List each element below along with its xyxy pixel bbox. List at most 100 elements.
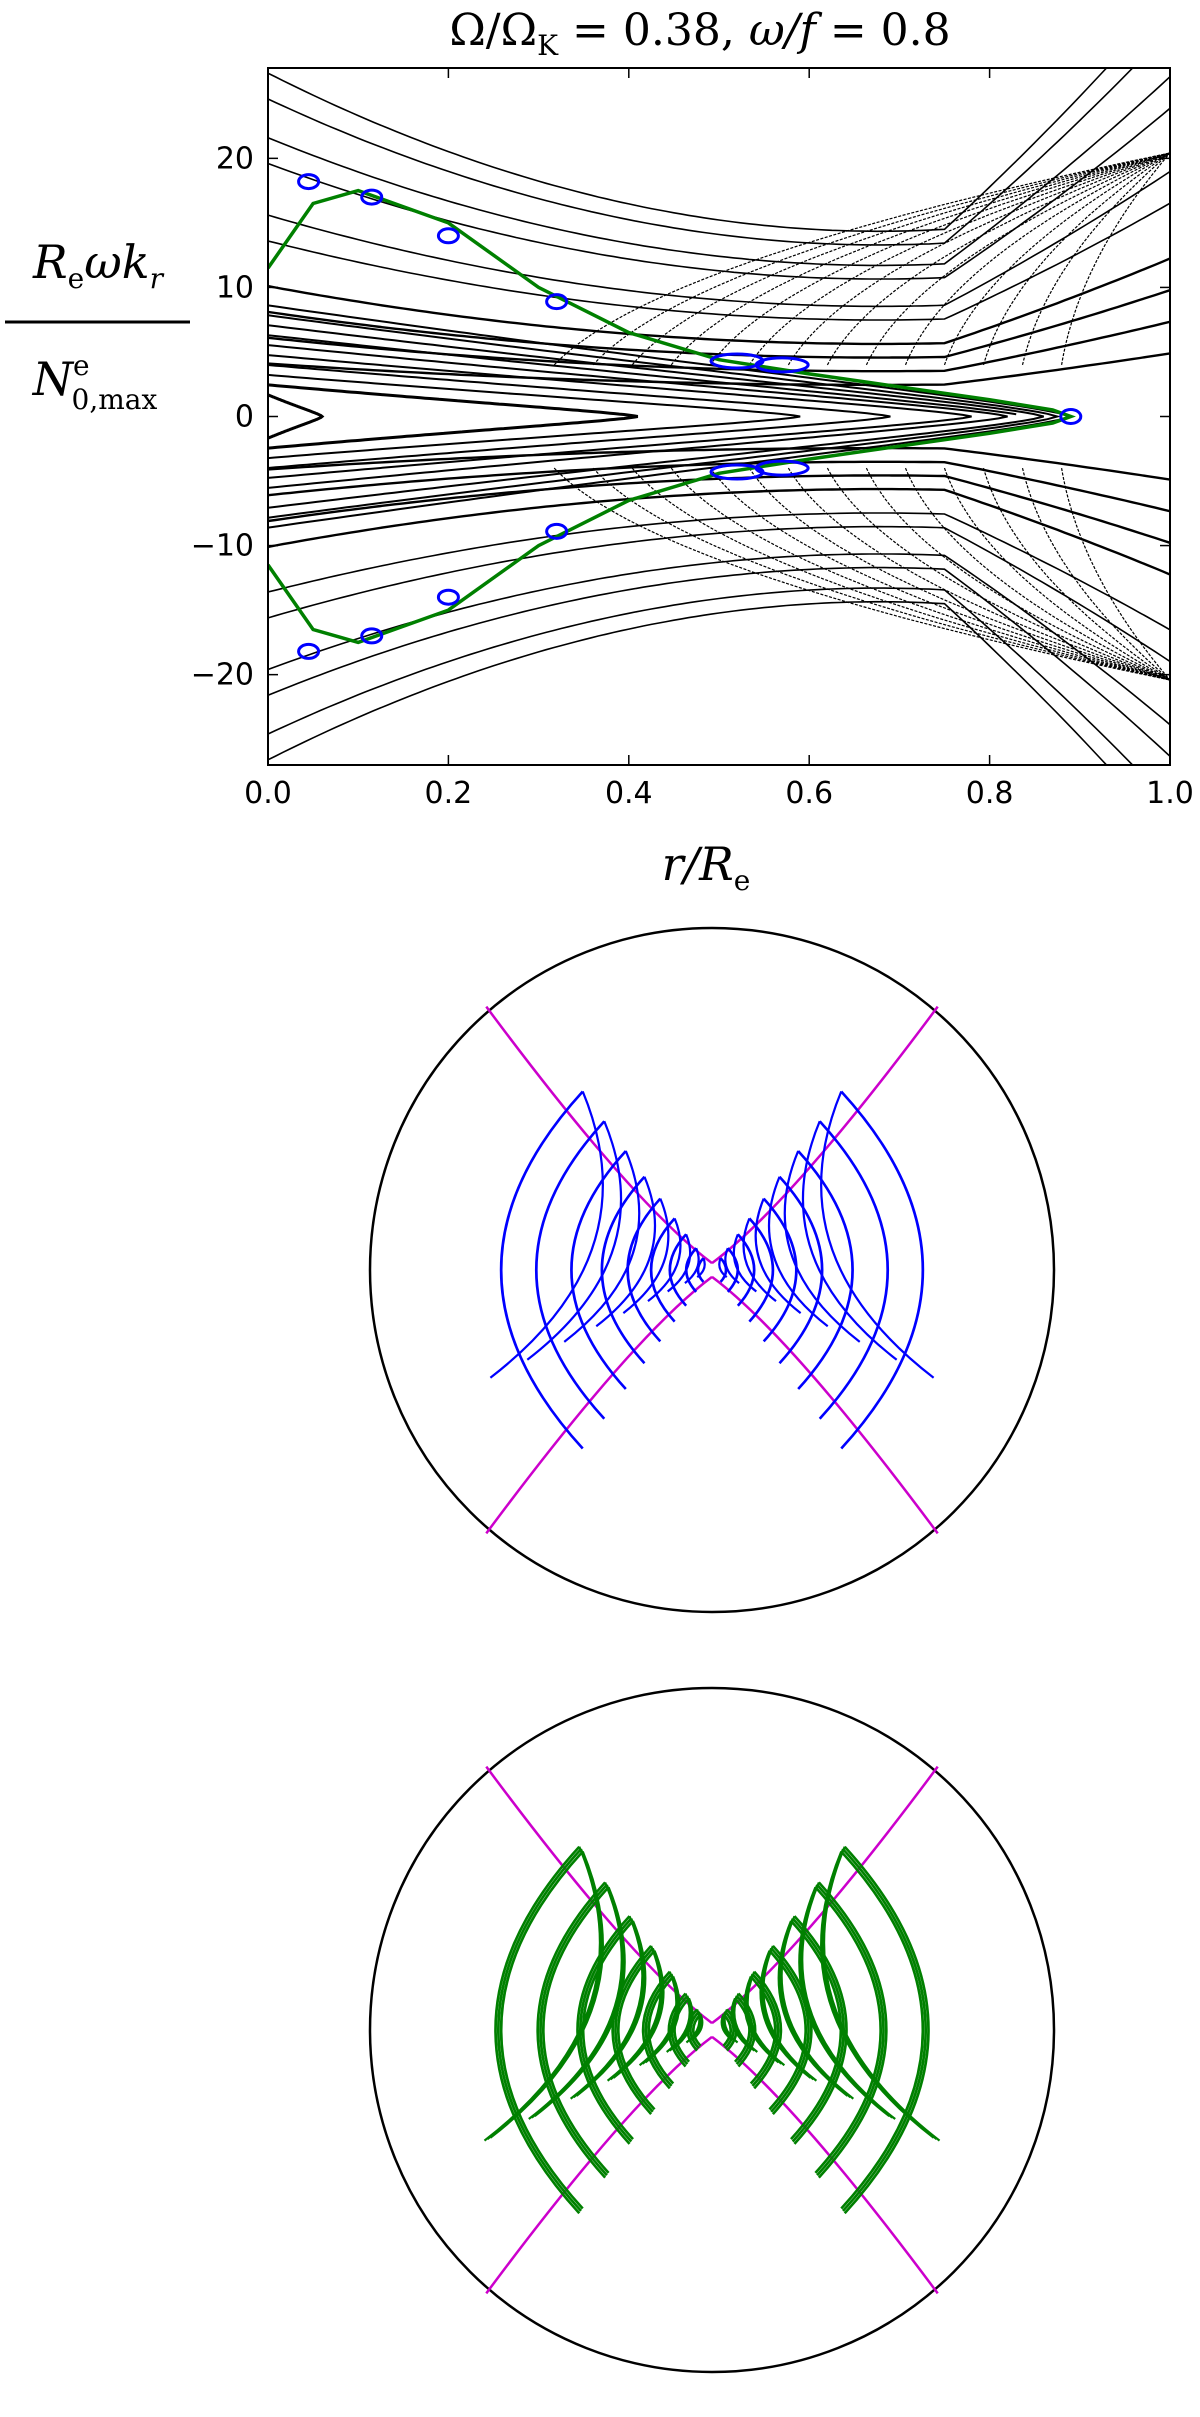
x-tick-label: 0.0 [244, 776, 292, 811]
container-boundary [368, 926, 1056, 1614]
phase-right-curve [787, 467, 1170, 681]
ray-arc [724, 2010, 735, 2050]
ray-arc-inner [622, 1198, 670, 1314]
ray-arc [840, 1090, 925, 1450]
phase-open-curve [268, 566, 1170, 757]
phase-right-curve [553, 467, 1170, 681]
phase-open-curve [268, 352, 1170, 387]
plot-area [268, 68, 1170, 765]
ray-arc [696, 1257, 705, 1283]
ray-arc-inner [685, 2008, 701, 2044]
ray-arc-inner [569, 1915, 644, 2100]
ray-arc [673, 1997, 690, 2063]
ray-arc [736, 1233, 756, 1307]
ray-arc [843, 1845, 930, 2215]
phase-closed-orbit [268, 373, 801, 460]
phase-island [545, 522, 569, 540]
phase-right-curve [1021, 152, 1170, 366]
turning-surface [485, 1275, 713, 1535]
ray-arc [542, 1886, 610, 2174]
ray-arc [668, 1233, 688, 1307]
ray-arc-inner [822, 1846, 941, 2142]
ray-diagram-green [368, 1686, 1056, 2374]
y-label-numerator: Reωkr [32, 235, 165, 295]
ray-arc-inner [820, 1091, 935, 1379]
ray-arc [641, 1970, 671, 2090]
phase-island [360, 188, 384, 206]
phase-right-curve [904, 152, 1170, 366]
phase-closed-orbit [268, 354, 972, 479]
phase-right-curve [943, 467, 1170, 681]
ray-arc [719, 1257, 728, 1283]
phase-closed-orbit [268, 393, 325, 440]
plot-frame [267, 67, 1171, 766]
phase-island [545, 293, 569, 311]
phase-right-curve [553, 152, 1170, 366]
phase-right-curve [826, 152, 1170, 366]
ray-arc-inner [742, 1218, 777, 1302]
y-label-denominator: Ne 0,max [32, 349, 158, 416]
figure-title: Ω/ΩK = 0.38, ω/f = 0.8 [449, 5, 950, 62]
ray-arc [670, 1995, 689, 2065]
ray-arc [494, 1845, 581, 2215]
ray-diagram-blue [368, 926, 1056, 1614]
ray-arc [791, 1917, 845, 2143]
phase-island [754, 356, 810, 374]
ray-arc-inner [767, 1176, 829, 1328]
ray-arc [667, 1992, 687, 2068]
ray-arc [726, 1247, 740, 1293]
phase-closed-orbit [268, 334, 1017, 416]
ray-arc [497, 1848, 582, 2212]
ray-arc-inner [563, 1150, 641, 1343]
ray-arc [582, 1920, 634, 2140]
phase-closed-orbit [268, 344, 1008, 489]
y-axis-label: Reωkr Ne 0,max [5, 235, 190, 416]
phase-open-curve [268, 76, 1170, 267]
ray-arc [762, 1197, 798, 1343]
phase-island [436, 588, 460, 606]
phase-right-curve [865, 467, 1170, 681]
ray-arc [614, 1947, 654, 2113]
ray-arc [644, 1973, 673, 2087]
phase-island [436, 227, 460, 245]
y-tick-label: −10 [191, 529, 254, 564]
ray-arc [686, 2008, 699, 2052]
turning-surface [711, 1275, 939, 1535]
phase-closed-orbit [268, 383, 639, 450]
phase-open-curve [268, 487, 1170, 576]
title-eq1: = 0.38, [558, 5, 749, 56]
phase-right-curve [1061, 467, 1170, 681]
x-axis-label: r/Re [662, 837, 751, 897]
ray-arc [649, 1217, 676, 1323]
y-tick-label: 10 [216, 270, 254, 305]
phase-right-curve [1061, 152, 1170, 366]
phase-right-curve [748, 467, 1170, 681]
ray-arc [814, 1886, 882, 2174]
ray-arc-inner [762, 1945, 818, 2082]
x-tick-label: 0.2 [425, 776, 473, 811]
y-tick-label: 0 [235, 400, 254, 435]
ray-arc-inner [801, 1120, 898, 1361]
ray-arc-inner [595, 1176, 657, 1328]
phase-open-curve [268, 68, 1108, 233]
ray-arc [816, 1883, 885, 2177]
phase-island [297, 173, 321, 191]
x-tick-label: 0.6 [785, 776, 833, 811]
ray-arc [626, 1197, 662, 1343]
ray-arc-inner [723, 2008, 739, 2044]
ray-arc [647, 1975, 675, 2085]
ray-arc-inner [696, 1257, 706, 1279]
phase-closed-orbit [268, 364, 891, 469]
title-omega-f: ω/f [749, 5, 823, 56]
ray-arc-inner [718, 1257, 728, 1279]
phase-open-curve [268, 202, 1170, 321]
phase-right-curve [865, 152, 1170, 366]
phase-right-curve [670, 467, 1170, 681]
ray-arc [748, 1217, 775, 1323]
ray-arc-inner [783, 1150, 861, 1343]
phase-island [1059, 408, 1083, 425]
ray-arc-inner [754, 1198, 802, 1314]
phase-right-curve [709, 467, 1170, 681]
phase-axis-ticks: 0.0 0.2 0.4 0.6 0.8 1.0 −20 −10 0 10 20 [191, 68, 1194, 811]
